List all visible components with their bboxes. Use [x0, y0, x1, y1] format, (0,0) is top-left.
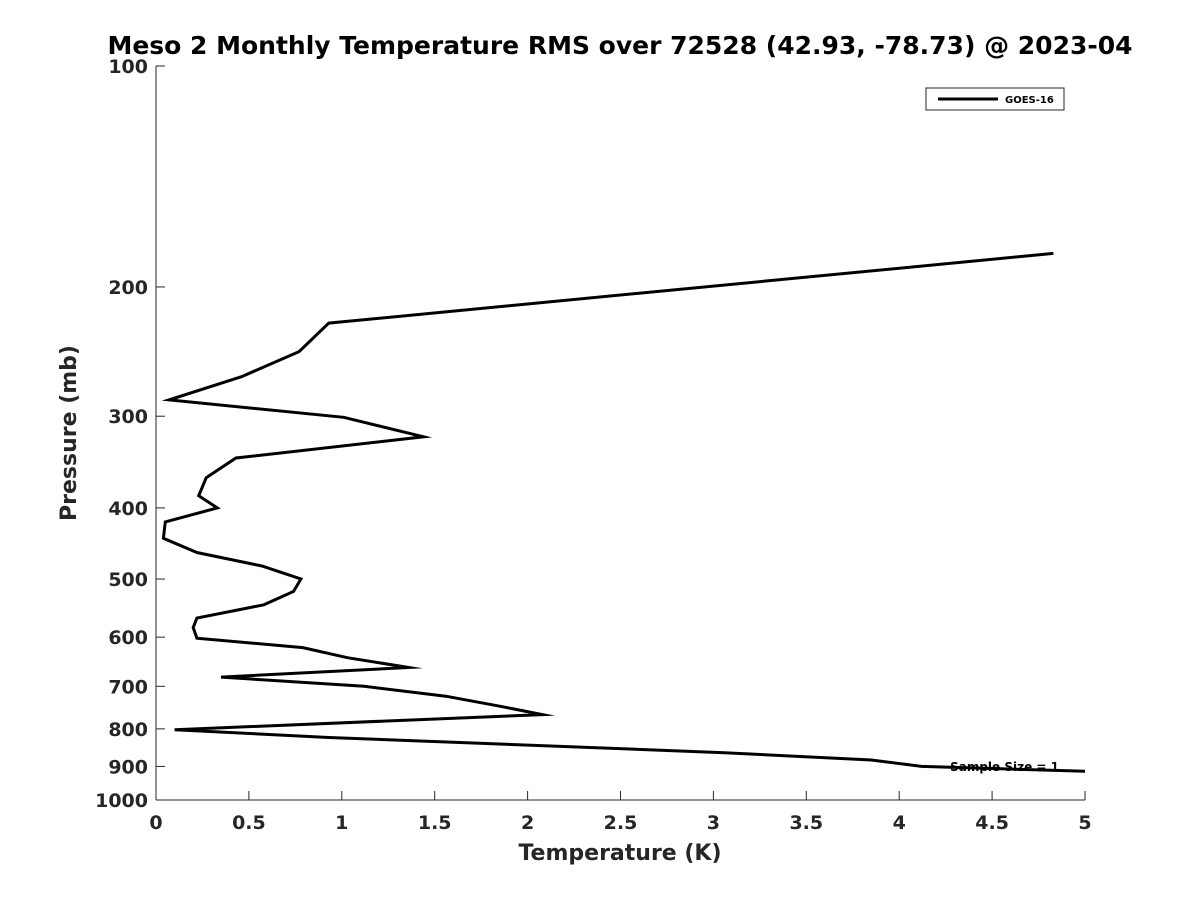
y-tick-label: 800 [108, 719, 148, 741]
x-tick-label: 0.5 [232, 812, 266, 834]
x-tick-label: 3.5 [789, 812, 823, 834]
y-tick-label: 500 [108, 569, 148, 591]
x-ticks: 0 0.5 1 1.5 2 2.5 3 3.5 4 4.5 5 [149, 791, 1092, 834]
x-axis-label: Temperature (K) [518, 841, 721, 866]
legend-label: GOES-16 [1005, 95, 1054, 106]
x-tick-label: 1.5 [418, 812, 452, 834]
x-tick-label: 0 [149, 812, 162, 834]
series-line-goes-16 [161, 251, 1086, 773]
y-tick-label: 900 [108, 756, 148, 778]
y-tick-label: 100 [108, 56, 148, 78]
sample-size-annotation: Sample Size = 1 [950, 760, 1059, 774]
x-tick-label: 4 [893, 812, 906, 834]
x-tick-label: 2.5 [604, 812, 638, 834]
y-axis-label: Pressure (mb) [57, 345, 82, 521]
y-tick-label: 600 [108, 627, 148, 649]
x-tick-label: 3 [707, 812, 720, 834]
y-tick-label: 1000 [95, 790, 148, 812]
chart-title: Meso 2 Monthly Temperature RMS over 7252… [107, 31, 1132, 60]
y-tick-label: 200 [108, 277, 148, 299]
x-tick-label: 5 [1078, 812, 1091, 834]
y-tick-label: 400 [108, 498, 148, 520]
series-layer [161, 251, 1086, 773]
legend: GOES-16 [925, 87, 1065, 111]
y-tick-label: 700 [108, 676, 148, 698]
y-tick-label: 300 [108, 406, 148, 428]
x-tick-label: 1 [335, 812, 348, 834]
x-tick-label: 2 [521, 812, 534, 834]
x-tick-label: 4.5 [975, 812, 1009, 834]
y-ticks: 100 200 300 400 500 600 700 800 900 1000 [95, 56, 165, 812]
